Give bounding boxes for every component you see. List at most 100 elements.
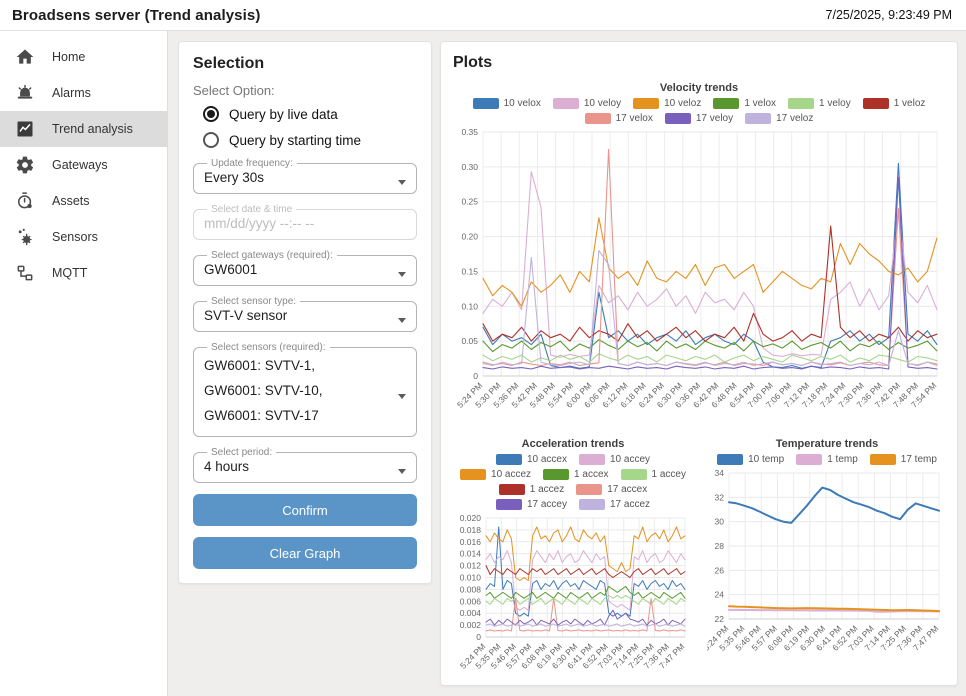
- legend-item[interactable]: 17 veloy: [665, 113, 733, 124]
- legend-item[interactable]: 1 veloz: [863, 98, 926, 109]
- legend-swatch: [717, 454, 743, 465]
- legend-item[interactable]: 10 accey: [579, 454, 650, 465]
- legend-item[interactable]: 10 velox: [473, 98, 541, 109]
- legend-swatch: [713, 98, 739, 109]
- svg-text:0.020: 0.020: [460, 513, 482, 523]
- legend-swatch: [745, 113, 771, 124]
- sensor-type-select[interactable]: Select sensor type: SVT-V sensor: [193, 296, 417, 332]
- field-value: GW6001: [204, 261, 406, 277]
- sidebar-item-mqtt[interactable]: MQTT: [0, 255, 167, 291]
- sidebar-item-label: Trend analysis: [52, 122, 133, 136]
- legend-label: 1 temp: [827, 454, 858, 465]
- legend-swatch: [496, 499, 522, 510]
- datetime-placeholder: mm/dd/yyyy --:-- --: [204, 215, 406, 231]
- legend-item[interactable]: 17 accex: [576, 484, 647, 495]
- svg-text:0.012: 0.012: [460, 561, 482, 571]
- svg-text:0: 0: [476, 632, 481, 642]
- clock-timestamp: 7/25/2025, 9:23:49 PM: [826, 8, 952, 22]
- legend-swatch: [863, 98, 889, 109]
- radio-query-starting-time[interactable]: Query by starting time: [203, 132, 417, 148]
- trend-chart-icon: [15, 119, 35, 139]
- field-value: Every 30s: [204, 169, 406, 185]
- sidebar-item-trend-analysis[interactable]: Trend analysis: [0, 111, 167, 147]
- legend-label: 10 velox: [504, 98, 541, 109]
- legend-item[interactable]: 17 accey: [496, 499, 567, 510]
- legend-label: 17 velox: [616, 113, 653, 124]
- legend-item[interactable]: 1 accey: [621, 469, 686, 480]
- temperature-trends-chart: Temperature trends 10 temp1 temp17 temp …: [707, 434, 947, 686]
- chart-title: Temperature trends: [707, 438, 947, 450]
- legend-item[interactable]: 17 accez: [579, 499, 650, 510]
- legend-label: 1 veloz: [894, 98, 926, 109]
- chevron-down-icon: [398, 469, 406, 474]
- legend-item[interactable]: 1 temp: [796, 454, 858, 465]
- svg-text:0.004: 0.004: [460, 608, 482, 618]
- sidebar-item-label: Home: [52, 50, 85, 64]
- field-label: Select sensor type:: [207, 296, 300, 307]
- update-frequency-select[interactable]: Update frequency: Every 30s: [193, 158, 417, 194]
- legend-item[interactable]: 17 velox: [585, 113, 653, 124]
- sidebar-item-label: MQTT: [52, 266, 87, 280]
- confirm-button[interactable]: Confirm: [193, 494, 417, 526]
- legend-label: 17 temp: [901, 454, 937, 465]
- gateways-select[interactable]: Select gateways (required): GW6001: [193, 250, 417, 286]
- home-icon: [15, 47, 35, 67]
- legend-item[interactable]: 1 veloy: [788, 98, 851, 109]
- sensors-gear-icon: [15, 227, 35, 247]
- clear-graph-button[interactable]: Clear Graph: [193, 537, 417, 569]
- svg-text:0.35: 0.35: [461, 127, 478, 137]
- radio-button-icon[interactable]: [203, 106, 219, 122]
- radio-label: Query by live data: [229, 107, 338, 122]
- radio-query-live-data[interactable]: Query by live data: [203, 106, 417, 122]
- legend-label: 1 velox: [744, 98, 776, 109]
- legend-label: 1 accey: [652, 469, 686, 480]
- legend-item[interactable]: 10 veloz: [633, 98, 701, 109]
- legend-swatch: [473, 98, 499, 109]
- chevron-down-icon: [398, 180, 406, 185]
- svg-text:22: 22: [715, 614, 725, 624]
- legend-item[interactable]: 1 accez: [499, 484, 564, 495]
- legend-label: 10 temp: [748, 454, 784, 465]
- sidebar-item-alarms[interactable]: Alarms: [0, 75, 167, 111]
- chart-canvas: 222426283032345:24 PM5:35 PM5:46 PM5:57 …: [707, 467, 947, 669]
- sidebar-item-gateways[interactable]: Gateways: [0, 147, 167, 183]
- legend-item[interactable]: 10 temp: [717, 454, 784, 465]
- legend-item[interactable]: 10 accex: [496, 454, 567, 465]
- content-area: Selection Select Option: Query by live d…: [168, 31, 966, 696]
- legend-swatch: [870, 454, 896, 465]
- legend-item[interactable]: 10 veloy: [553, 98, 621, 109]
- legend-label: 10 veloz: [664, 98, 701, 109]
- legend-swatch: [576, 484, 602, 495]
- legend-label: 17 accez: [610, 499, 650, 510]
- field-label: Select gateways (required):: [207, 250, 337, 261]
- legend-item[interactable]: 17 temp: [870, 454, 937, 465]
- alarm-icon: [15, 83, 35, 103]
- svg-text:0.05: 0.05: [461, 336, 478, 346]
- legend-item[interactable]: 1 accex: [543, 469, 608, 480]
- legend-item[interactable]: 10 accez: [460, 469, 531, 480]
- svg-text:28: 28: [715, 541, 725, 551]
- radio-button-icon[interactable]: [203, 132, 219, 148]
- sensors-multiselect[interactable]: Select sensors (required): GW6001: SVTV-…: [193, 342, 417, 437]
- chart-legend: 10 temp 1 temp 17 temp: [707, 452, 947, 467]
- datetime-field[interactable]: Select date & time mm/dd/yyyy --:-- --: [193, 204, 417, 240]
- svg-text:0.008: 0.008: [460, 584, 482, 594]
- svg-text:0.010: 0.010: [460, 573, 482, 583]
- svg-text:0.10: 0.10: [461, 301, 478, 311]
- legend-label: 17 accey: [527, 499, 567, 510]
- sidebar-item-sensors[interactable]: Sensors: [0, 219, 167, 255]
- svg-text:0.002: 0.002: [460, 620, 482, 630]
- selected-sensor: GW6001: SVTV-17: [204, 403, 406, 428]
- svg-text:34: 34: [715, 468, 725, 478]
- legend-item[interactable]: 1 velox: [713, 98, 776, 109]
- sidebar-item-label: Sensors: [52, 230, 98, 244]
- legend-swatch: [579, 454, 605, 465]
- legend-swatch: [585, 113, 611, 124]
- legend-item[interactable]: 17 veloz: [745, 113, 813, 124]
- period-select[interactable]: Select period: 4 hours: [193, 447, 417, 483]
- sidebar-item-home[interactable]: Home: [0, 39, 167, 75]
- sidebar-item-assets[interactable]: Assets: [0, 183, 167, 219]
- velocity-trends-chart: Velocity trends 10 velox10 veloy10 veloz…: [453, 82, 945, 426]
- legend-label: 17 accex: [607, 484, 647, 495]
- gear-icon: [15, 155, 35, 175]
